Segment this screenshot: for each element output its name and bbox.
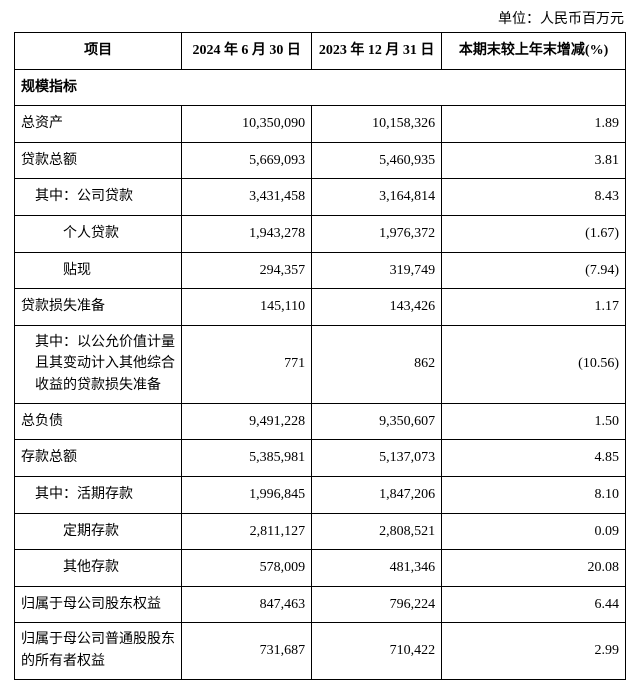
header-col1: 2024 年 6 月 30 日	[182, 33, 312, 70]
row-label: 存款总额	[15, 440, 182, 477]
row-change: 3.81	[442, 142, 626, 179]
row-value-1: 3,431,458	[182, 179, 312, 216]
row-label: 总负债	[15, 403, 182, 440]
row-label: 其中：活期存款	[15, 477, 182, 514]
table-row: 贷款损失准备145,110143,4261.17	[15, 289, 626, 326]
row-label: 归属于母公司普通股股东的所有者权益	[15, 623, 182, 679]
row-value-2: 1,847,206	[312, 477, 442, 514]
table-row: 贴现294,357319,749(7.94)	[15, 252, 626, 289]
row-value-1: 731,687	[182, 623, 312, 679]
row-change: 20.08	[442, 550, 626, 587]
row-value-1: 145,110	[182, 289, 312, 326]
row-label: 贷款损失准备	[15, 289, 182, 326]
header-change: 本期末较上年末增减(%)	[442, 33, 626, 70]
row-change: 1.89	[442, 106, 626, 143]
table-row: 归属于母公司普通股股东的所有者权益731,687710,4222.99	[15, 623, 626, 679]
row-value-2: 862	[312, 325, 442, 403]
row-value-2: 5,460,935	[312, 142, 442, 179]
row-change: (7.94)	[442, 252, 626, 289]
row-value-1: 847,463	[182, 586, 312, 623]
row-change: 4.85	[442, 440, 626, 477]
row-value-2: 9,350,607	[312, 403, 442, 440]
table-row: 归属于母公司股东权益847,463796,2246.44	[15, 586, 626, 623]
table-header-row: 项目 2024 年 6 月 30 日 2023 年 12 月 31 日 本期末较…	[15, 33, 626, 70]
row-value-1: 10,350,090	[182, 106, 312, 143]
row-value-2: 10,158,326	[312, 106, 442, 143]
table-row: 总资产10,350,09010,158,3261.89	[15, 106, 626, 143]
row-value-1: 771	[182, 325, 312, 403]
row-change: (1.67)	[442, 215, 626, 252]
row-label: 贷款总额	[15, 142, 182, 179]
row-value-2: 319,749	[312, 252, 442, 289]
section-header-row: 规模指标	[15, 69, 626, 106]
row-value-1: 9,491,228	[182, 403, 312, 440]
row-change: 0.09	[442, 513, 626, 550]
table-row: 其中：公司贷款3,431,4583,164,8148.43	[15, 179, 626, 216]
header-col2: 2023 年 12 月 31 日	[312, 33, 442, 70]
row-value-2: 481,346	[312, 550, 442, 587]
table-row: 个人贷款1,943,2781,976,372(1.67)	[15, 215, 626, 252]
row-value-1: 2,811,127	[182, 513, 312, 550]
section-title: 规模指标	[15, 69, 626, 106]
row-value-1: 1,943,278	[182, 215, 312, 252]
row-label: 其他存款	[15, 550, 182, 587]
row-change: 6.44	[442, 586, 626, 623]
table-row: 贷款总额5,669,0935,460,9353.81	[15, 142, 626, 179]
row-label: 其中：以公允价值计量且其变动计入其他综合收益的贷款损失准备	[15, 325, 182, 403]
row-value-1: 578,009	[182, 550, 312, 587]
row-value-2: 3,164,814	[312, 179, 442, 216]
financial-table: 项目 2024 年 6 月 30 日 2023 年 12 月 31 日 本期末较…	[14, 32, 626, 680]
table-row: 存款总额5,385,9815,137,0734.85	[15, 440, 626, 477]
row-label: 贴现	[15, 252, 182, 289]
row-label: 个人贷款	[15, 215, 182, 252]
row-value-2: 5,137,073	[312, 440, 442, 477]
row-value-1: 5,669,093	[182, 142, 312, 179]
row-change: 1.17	[442, 289, 626, 326]
row-change: 1.50	[442, 403, 626, 440]
row-value-2: 2,808,521	[312, 513, 442, 550]
row-label: 归属于母公司股东权益	[15, 586, 182, 623]
row-change: (10.56)	[442, 325, 626, 403]
row-label: 其中：公司贷款	[15, 179, 182, 216]
row-label: 定期存款	[15, 513, 182, 550]
unit-label: 单位：人民币百万元	[14, 8, 626, 28]
row-value-2: 143,426	[312, 289, 442, 326]
header-item: 项目	[15, 33, 182, 70]
row-value-1: 5,385,981	[182, 440, 312, 477]
table-row: 其他存款578,009481,34620.08	[15, 550, 626, 587]
row-label: 总资产	[15, 106, 182, 143]
table-row: 其中：活期存款1,996,8451,847,2068.10	[15, 477, 626, 514]
row-value-1: 294,357	[182, 252, 312, 289]
table-row: 其中：以公允价值计量且其变动计入其他综合收益的贷款损失准备771862(10.5…	[15, 325, 626, 403]
row-value-2: 796,224	[312, 586, 442, 623]
row-value-2: 710,422	[312, 623, 442, 679]
row-change: 8.10	[442, 477, 626, 514]
table-row: 定期存款2,811,1272,808,5210.09	[15, 513, 626, 550]
row-change: 8.43	[442, 179, 626, 216]
table-row: 总负债9,491,2289,350,6071.50	[15, 403, 626, 440]
row-change: 2.99	[442, 623, 626, 679]
row-value-2: 1,976,372	[312, 215, 442, 252]
row-value-1: 1,996,845	[182, 477, 312, 514]
